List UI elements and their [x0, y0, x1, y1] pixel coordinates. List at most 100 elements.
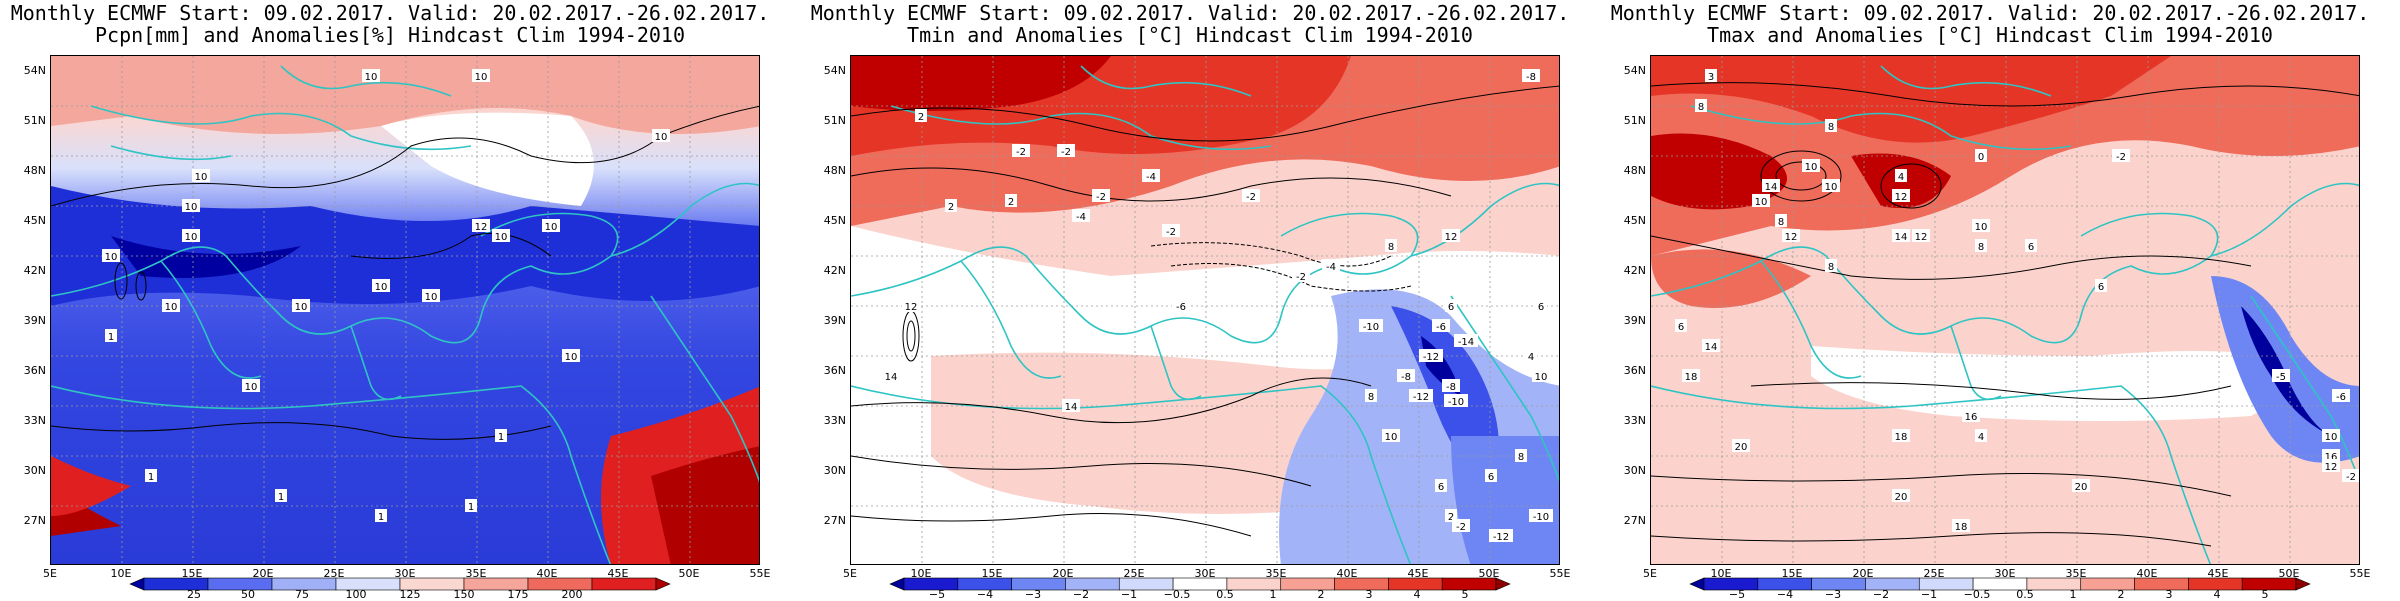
lat-tick: 27N	[1623, 514, 1646, 527]
colorbar-swatches	[889, 577, 1511, 591]
lon-tick: 30E	[1194, 567, 1216, 580]
contour-label-text: -8	[1526, 72, 1536, 83]
contour-label-bg	[1522, 69, 1540, 82]
contour-label-bg	[1092, 189, 1110, 202]
colorbar-label: −5	[928, 588, 946, 601]
contour-label: 10	[472, 69, 490, 83]
contour-label-bg	[2072, 479, 2090, 492]
contour-label-text: 14	[1705, 342, 1718, 353]
contour-label-bg	[652, 129, 670, 142]
contour-label: 8	[1775, 214, 1787, 228]
colorbar-low-triangle	[1689, 577, 1705, 591]
contour-label-text: -10	[1533, 512, 1549, 523]
lon-tick: 55E	[2349, 567, 2371, 580]
contour-label-text: 1	[148, 472, 154, 483]
contour-label-text: 0	[1978, 152, 1984, 163]
lon-tick: 10E	[110, 567, 132, 580]
contour-label-text: 18	[1895, 432, 1908, 443]
contour-label-bg	[1702, 339, 1720, 352]
contour-label: 10	[422, 289, 440, 303]
contour-label-text: 12	[1445, 232, 1458, 243]
lat-tick: 39N	[823, 314, 846, 327]
contour-label: 10	[182, 229, 200, 243]
lon-tick: 25E	[1123, 567, 1145, 580]
contour-label: -2	[1012, 144, 1030, 158]
contour-label: 6	[1435, 479, 1447, 493]
lat-tick: 51N	[23, 114, 46, 127]
contour-label: 10	[1532, 369, 1550, 383]
contour-label-text: -2	[1246, 192, 1256, 203]
contour-label-bg	[1442, 379, 1460, 392]
contour-label-text: 12	[905, 302, 918, 313]
contour-label-text: -2	[1456, 522, 1466, 533]
contour-label: 8	[1825, 259, 1837, 273]
colorbar-low-triangle	[129, 577, 145, 591]
contour-label-text: -6	[2336, 392, 2346, 403]
contour-label-bg	[1162, 224, 1180, 237]
colorbar	[129, 577, 671, 591]
contour-label-bg	[2322, 429, 2340, 442]
contour-label-text: -4	[1326, 262, 1336, 273]
contour-label: 1	[495, 429, 507, 443]
lat-tick: 42N	[823, 264, 846, 277]
contour-label-text: 8	[1388, 242, 1394, 253]
contour-label-bg	[275, 489, 287, 502]
contour-label-bg	[102, 249, 120, 262]
contour-label-bg	[1242, 189, 1260, 202]
lat-tick: 33N	[823, 414, 846, 427]
contour-label: -2	[1092, 189, 1110, 203]
colorbar-label: 5	[2261, 588, 2269, 601]
contour-label: 6	[1535, 299, 1547, 313]
contour-label: 1	[465, 499, 477, 513]
contour-label: 4	[1975, 429, 1987, 443]
contour-label-bg	[1762, 179, 1780, 192]
contour-label: 10	[1972, 219, 1990, 233]
lat-tick: 36N	[1623, 364, 1646, 377]
contour-label: 6	[2095, 279, 2107, 293]
panel-title-line2: Tmax and Anomalies [°C] Hindcast Clim 19…	[1707, 23, 2273, 47]
contour-label: -4	[1142, 169, 1160, 183]
contour-label-text: 10	[195, 172, 208, 183]
colorbar-label: 75	[295, 588, 309, 601]
lon-tick: 20E	[1852, 567, 1874, 580]
contour-label: 18	[1952, 519, 1970, 533]
contour-label-text: 10	[1755, 197, 1768, 208]
contour-label-bg	[1385, 239, 1397, 252]
colorbar-label: 3	[2165, 588, 2173, 601]
contour-label: 10	[102, 249, 120, 263]
contour-label-text: 12	[1895, 192, 1908, 203]
panel-title-line1: Monthly ECMWF Start: 09.02.2017. Valid: …	[810, 1, 1570, 25]
contour-label-text: 14	[1895, 232, 1908, 243]
colorbar-label: −0.5	[1963, 588, 1991, 601]
colorbar-label: 3	[1365, 588, 1373, 601]
contour-label-bg	[1892, 489, 1910, 502]
colorbar-label: −4	[976, 588, 994, 601]
colorbar-label: 4	[1413, 588, 1421, 601]
contour-label-bg	[1529, 509, 1553, 522]
contour-label: 10	[1382, 429, 1400, 443]
contour-label: 2	[1005, 194, 1017, 208]
contour-label-text: 1	[108, 332, 114, 343]
contour-label-bg	[1432, 319, 1450, 332]
lat-tick: 42N	[23, 264, 46, 277]
contour-label-bg	[1292, 269, 1310, 282]
lon-tick: 10E	[1710, 567, 1732, 580]
contour-label: 10	[1802, 159, 1820, 173]
contour-label-bg	[1397, 369, 1415, 382]
contour-label-text: 2	[1008, 197, 1014, 208]
contour-label-text: 10	[565, 352, 578, 363]
contour-label-bg	[1975, 239, 1987, 252]
contour-label: 20	[1732, 439, 1750, 453]
lon-tick: 40E	[536, 567, 558, 580]
lon-tick: 10E	[910, 567, 932, 580]
contour-label-bg	[2322, 449, 2340, 462]
contour-label-text: 16	[1965, 412, 1978, 423]
lat-tick: 45N	[823, 214, 846, 227]
lon-tick: 15E	[1781, 567, 1803, 580]
lon-tick: 40E	[2136, 567, 2158, 580]
contour-label: 10	[182, 199, 200, 213]
contour-label-text: 6	[2028, 242, 2034, 253]
contour-label: 4	[1895, 169, 1907, 183]
contour-label-bg	[1062, 399, 1080, 412]
lat-tick: 33N	[23, 414, 46, 427]
